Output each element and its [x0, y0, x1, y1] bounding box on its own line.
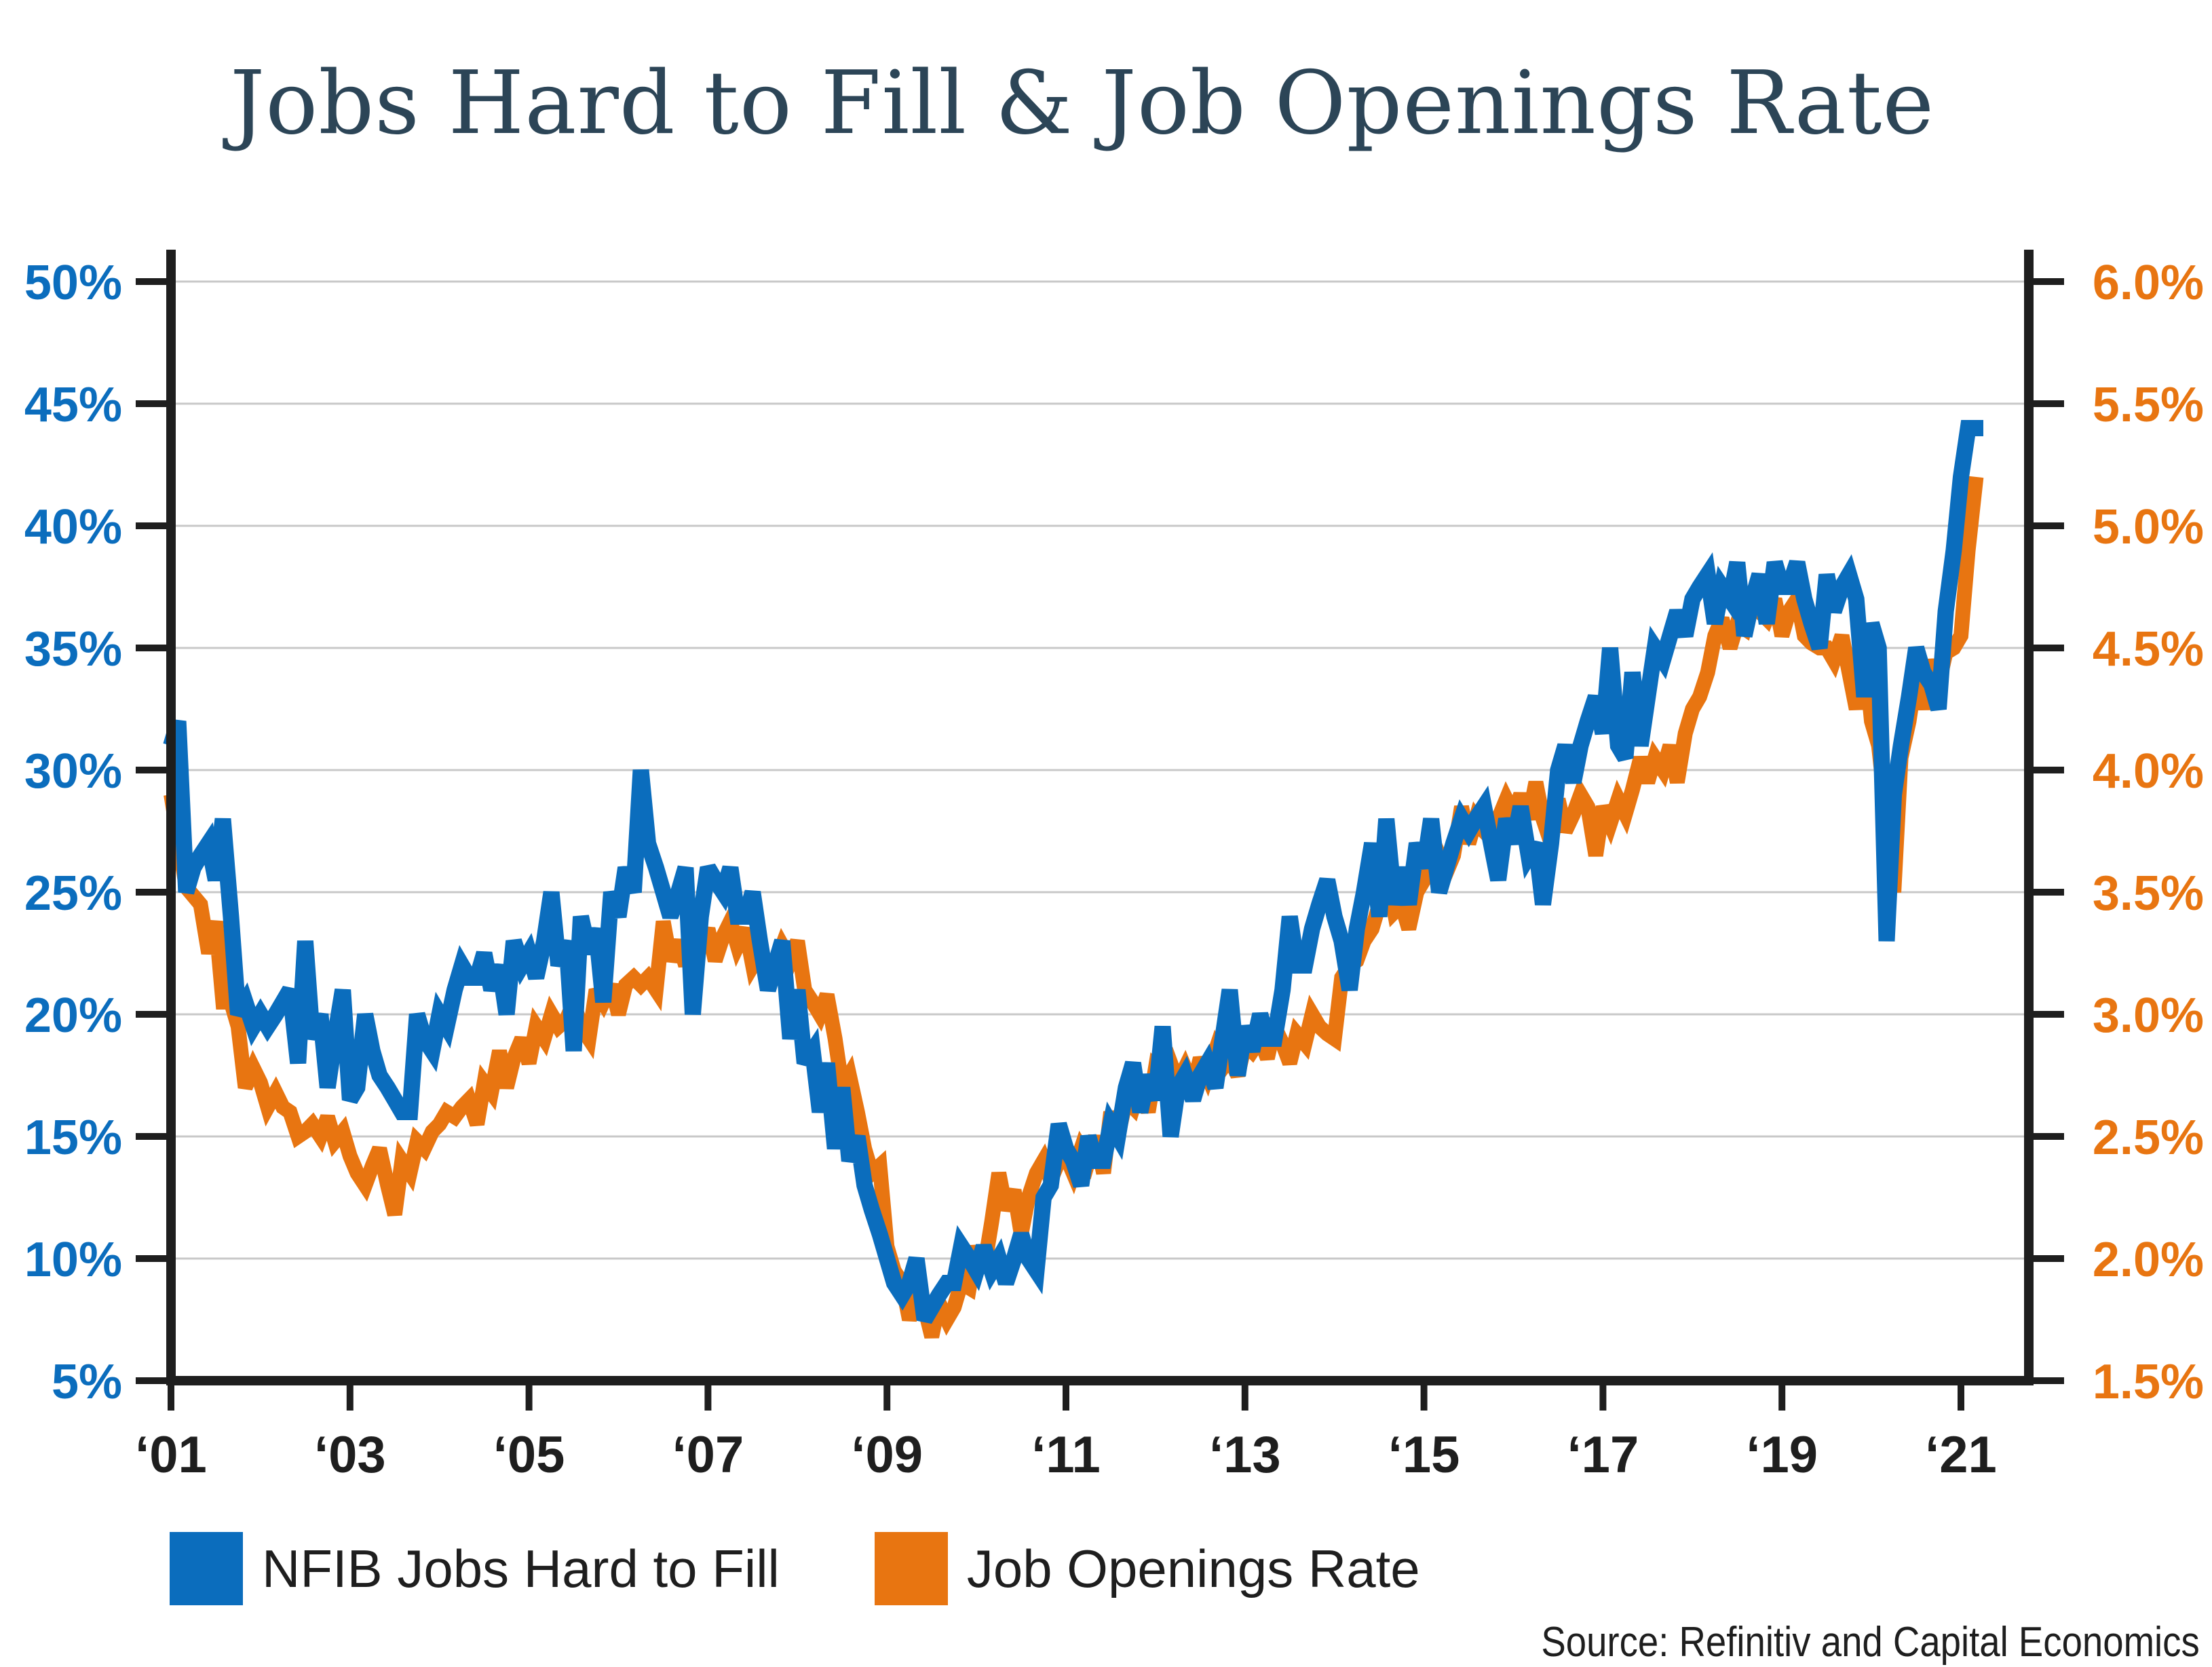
- legend-label-job-openings: Job Openings Rate: [966, 1538, 1420, 1598]
- left-tick-label: 15%: [24, 1111, 122, 1165]
- legend-swatch-job-openings: [874, 1532, 948, 1605]
- right-tick-label: 6.0%: [2093, 256, 2204, 310]
- chart-plot: 5% 10% 15% 20% 25% 30% 35% 40% 45% 50% 1.5% 2.0% 2.…: [24, 250, 2204, 1484]
- right-axis-ticks: 1.5% 2.0% 2.5% 3.0% 3.5% 4.0% 4.5% 5.0% 5.5% 6.0%: [2029, 256, 2204, 1409]
- left-tick-label: 25%: [24, 866, 122, 921]
- legend: NFIB Jobs Hard to Fill Job Openings Rate: [170, 1532, 1515, 1605]
- legend-swatch-nfib: [170, 1532, 243, 1605]
- legend-label-nfib: NFIB Jobs Hard to Fill: [262, 1538, 780, 1598]
- left-tick-label: 40%: [24, 500, 122, 554]
- left-tick-label: 10%: [24, 1233, 122, 1287]
- left-tick-label: 35%: [24, 622, 122, 676]
- x-tick-label: ‘11: [1031, 1426, 1100, 1484]
- series-line-nfib-jobs-hard-to-fill: [163, 420, 1983, 1324]
- left-tick-label: 30%: [24, 744, 122, 799]
- right-tick-label: 4.0%: [2093, 744, 2204, 799]
- x-axis-ticks: ‘01 ‘03 ‘05 ‘07 ‘09 ‘11 ‘13 ‘15 ‘17 ‘19 ‘21: [135, 1381, 1997, 1484]
- left-axis-ticks: 5% 10% 15% 20% 25% 30% 35% 40% 45% 50%: [24, 256, 171, 1409]
- series-lines: [163, 420, 1984, 1339]
- x-tick-label: ‘05: [493, 1426, 565, 1484]
- chart-title: Jobs Hard to Fill & Job Openings Rate: [229, 53, 1935, 154]
- right-tick-label: 2.5%: [2093, 1111, 2204, 1165]
- x-tick-label: ‘17: [1567, 1426, 1639, 1484]
- legend-item-job-openings: Job Openings Rate: [874, 1532, 1420, 1605]
- legend-item-nfib: NFIB Jobs Hard to Fill: [170, 1532, 780, 1605]
- right-tick-label: 1.5%: [2093, 1355, 2204, 1409]
- x-tick-label: ‘03: [314, 1426, 386, 1484]
- x-tick-label: ‘01: [135, 1426, 207, 1484]
- x-tick-label: ‘09: [851, 1426, 923, 1484]
- left-tick-label: 20%: [24, 989, 122, 1043]
- x-tick-label: ‘21: [1925, 1426, 1997, 1484]
- right-tick-label: 5.5%: [2093, 378, 2204, 432]
- right-tick-label: 3.5%: [2093, 866, 2204, 921]
- x-tick-label: ‘15: [1388, 1426, 1460, 1484]
- x-tick-label: ‘19: [1746, 1426, 1818, 1484]
- right-tick-label: 4.5%: [2093, 622, 2204, 676]
- right-tick-label: 2.0%: [2093, 1233, 2204, 1287]
- right-tick-label: 3.0%: [2093, 989, 2204, 1043]
- x-tick-label: ‘13: [1209, 1426, 1281, 1484]
- right-tick-label: 5.0%: [2093, 500, 2204, 554]
- left-tick-label: 45%: [24, 378, 122, 432]
- x-tick-label: ‘07: [672, 1426, 744, 1484]
- source-note: Source: Refinitiv and Capital Economics: [1541, 1619, 2200, 1666]
- left-tick-label: 50%: [24, 256, 122, 310]
- axes: [166, 250, 2034, 1385]
- left-tick-label: 5%: [52, 1355, 122, 1409]
